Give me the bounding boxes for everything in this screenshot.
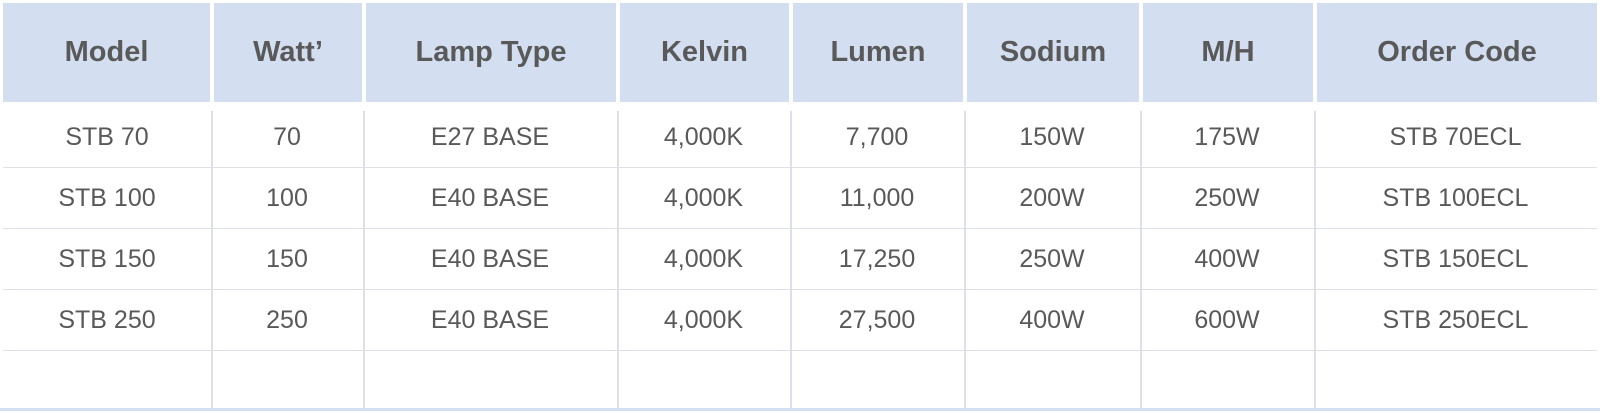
cell-order-code: STB 70ECL bbox=[1389, 122, 1522, 151]
cell-watt: 100 bbox=[266, 183, 308, 212]
cell-sodium: 250W bbox=[1019, 244, 1085, 273]
header-watt: Watt’ bbox=[214, 3, 362, 102]
cell-model: STB 70 bbox=[65, 122, 149, 151]
cell-watt: 70 bbox=[273, 122, 301, 151]
cell-sodium: 150W bbox=[1019, 122, 1085, 151]
column-divider bbox=[617, 111, 619, 409]
table-row: STB 70 70 E27 BASE 4,000K 7,700 150W 175… bbox=[3, 107, 1597, 168]
column-divider bbox=[790, 111, 792, 409]
cell-kelvin: 4,000K bbox=[663, 183, 744, 212]
cell-model: STB 250 bbox=[58, 305, 156, 334]
cell-lumen bbox=[790, 351, 964, 408]
cell-mh bbox=[1140, 351, 1314, 408]
column-divider bbox=[1140, 111, 1142, 409]
cell-watt bbox=[211, 351, 363, 408]
cell-model: STB 150 bbox=[58, 244, 156, 273]
cell-watt: 250 bbox=[266, 305, 308, 334]
cell-model: STB 100 bbox=[58, 183, 156, 212]
cell-mh: 600W bbox=[1194, 305, 1260, 334]
cell-order-code: STB 250ECL bbox=[1382, 305, 1529, 334]
column-divider bbox=[211, 111, 213, 409]
cell-mh: 250W bbox=[1194, 183, 1260, 212]
cell-sodium: 400W bbox=[1019, 305, 1085, 334]
table-row: STB 250 250 E40 BASE 4,000K 27,500 400W … bbox=[3, 290, 1597, 351]
table-row-empty bbox=[3, 351, 1597, 408]
table-row: STB 150 150 E40 BASE 4,000K 17,250 250W … bbox=[3, 229, 1597, 290]
header-model: Model bbox=[3, 3, 210, 102]
header-sodium: Sodium bbox=[967, 3, 1139, 102]
column-divider bbox=[363, 111, 365, 409]
cell-model bbox=[3, 351, 211, 408]
cell-sodium: 200W bbox=[1019, 183, 1085, 212]
cell-lamp-type bbox=[363, 351, 617, 408]
header-mh: M/H bbox=[1143, 3, 1313, 102]
table-bottom-border bbox=[0, 408, 1600, 411]
cell-lumen: 11,000 bbox=[839, 183, 915, 212]
header-order-code: Order Code bbox=[1317, 3, 1597, 102]
cell-kelvin: 4,000K bbox=[663, 305, 744, 334]
cell-lamp-type: E27 BASE bbox=[430, 122, 550, 151]
column-divider bbox=[964, 111, 966, 409]
cell-order-code: STB 150ECL bbox=[1382, 244, 1529, 273]
column-divider bbox=[1314, 111, 1316, 409]
cell-watt: 150 bbox=[266, 244, 308, 273]
cell-order-code bbox=[1314, 351, 1597, 408]
header-lamp-type: Lamp Type bbox=[366, 3, 616, 102]
cell-lumen: 7,700 bbox=[845, 122, 909, 151]
cell-lamp-type: E40 BASE bbox=[430, 244, 550, 273]
header-kelvin: Kelvin bbox=[620, 3, 789, 102]
cell-lamp-type: E40 BASE bbox=[430, 305, 550, 334]
cell-sodium bbox=[964, 351, 1140, 408]
cell-kelvin: 4,000K bbox=[663, 122, 744, 151]
cell-mh: 175W bbox=[1194, 122, 1260, 151]
cell-kelvin: 4,000K bbox=[663, 244, 744, 273]
header-lumen: Lumen bbox=[793, 3, 963, 102]
cell-kelvin bbox=[617, 351, 790, 408]
cell-mh: 400W bbox=[1194, 244, 1260, 273]
cell-order-code: STB 100ECL bbox=[1382, 183, 1529, 212]
cell-lumen: 17,250 bbox=[838, 244, 916, 273]
cell-lumen: 27,500 bbox=[838, 305, 916, 334]
table-row: STB 100 100 E40 BASE 4,000K 11,000 200W … bbox=[3, 168, 1597, 229]
cell-lamp-type: E40 BASE bbox=[430, 183, 550, 212]
